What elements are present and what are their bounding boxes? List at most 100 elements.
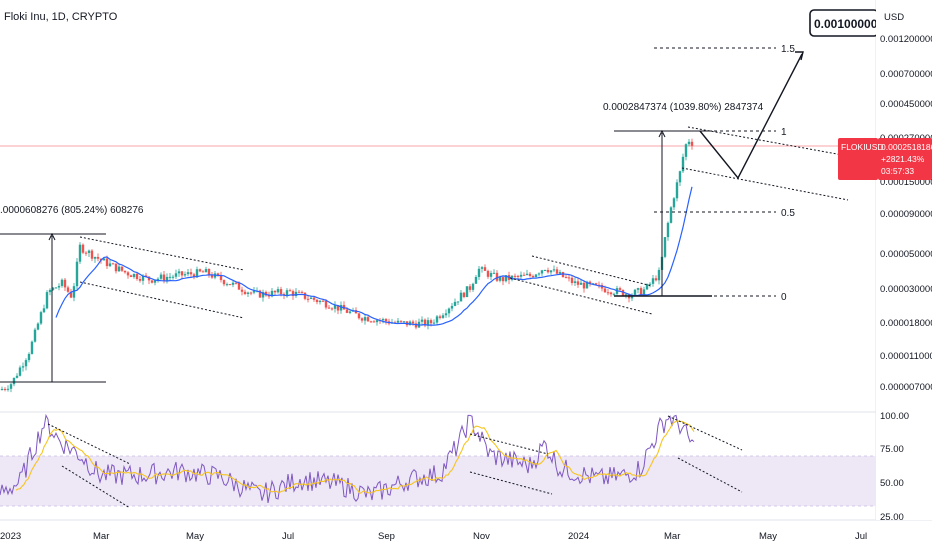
price-axis-panel[interactable] — [876, 0, 932, 520]
candle-body — [645, 284, 649, 290]
candle-body — [219, 275, 223, 281]
candle-body — [624, 294, 628, 296]
time-tick: Jul — [282, 531, 294, 542]
candle-body — [42, 308, 46, 313]
candle-body — [198, 269, 202, 272]
candle-body — [636, 288, 640, 290]
candle-body — [642, 289, 646, 295]
rsi-channel-1-lower[interactable] — [61, 465, 131, 509]
candle-body — [537, 273, 541, 275]
time-tick: May — [759, 531, 777, 542]
candle-body — [27, 353, 31, 361]
candle-body — [585, 281, 589, 289]
candle-body — [309, 297, 313, 299]
candle-body — [498, 277, 502, 281]
channel-lines[interactable] — [47, 126, 849, 509]
rsi-channel-3-upper[interactable] — [667, 415, 743, 451]
candle-body — [306, 298, 310, 300]
candle-body — [501, 277, 505, 282]
candle-body — [432, 322, 436, 324]
candle-body — [690, 141, 694, 146]
candle-body — [672, 198, 676, 208]
candle-body — [543, 269, 547, 271]
candle-body — [447, 308, 451, 314]
candle-body — [111, 263, 115, 265]
time-tick: May — [186, 531, 204, 542]
candle-body — [201, 271, 205, 273]
candle-body — [465, 286, 469, 298]
candle-body — [297, 291, 301, 293]
price-badge — [838, 138, 878, 180]
time-tick: 2024 — [568, 531, 589, 542]
target-callout-text: 0.0010000000 — [814, 17, 891, 31]
candle-body — [648, 283, 652, 285]
candle-body — [39, 312, 43, 324]
projection-path[interactable] — [699, 53, 803, 180]
candle-body — [84, 252, 88, 254]
rsi-tick: 25.00 — [880, 512, 904, 523]
time-tick: Sep — [378, 531, 395, 542]
candle-body — [318, 300, 322, 303]
candle-body — [399, 320, 403, 322]
rsi-channel-3-lower[interactable] — [677, 457, 743, 493]
time-axis-ticks[interactable]: 2023 Mar May Jul Sep Nov 2024 Mar May Ju… — [0, 531, 867, 542]
channel-2-upper[interactable] — [531, 255, 653, 287]
candle-body — [420, 319, 424, 322]
measure-1[interactable] — [0, 232, 106, 383]
candle-body — [531, 276, 535, 278]
candle-body — [72, 286, 76, 298]
candle-body — [153, 280, 157, 283]
channel-3-lower[interactable] — [681, 167, 849, 201]
candle-body — [60, 279, 64, 286]
candle-body — [552, 269, 556, 271]
rsi-band — [0, 456, 876, 506]
candle-body — [486, 270, 490, 277]
candle-body — [249, 292, 253, 294]
candle-body — [165, 276, 169, 281]
candle-body — [372, 321, 376, 323]
candle-body — [621, 289, 625, 296]
candle-body — [684, 144, 688, 157]
candle-body — [411, 321, 415, 324]
channel-3-upper[interactable] — [687, 126, 849, 157]
candle-body — [117, 266, 121, 272]
candle-body — [168, 276, 172, 278]
candle-body — [45, 292, 49, 309]
candle-body — [132, 273, 136, 278]
candle-body — [57, 285, 61, 288]
channel-2-lower[interactable] — [509, 277, 653, 315]
candle-body — [396, 320, 400, 323]
price-tick: 0.0000180000 — [880, 318, 932, 329]
candle-body — [264, 291, 268, 296]
rsi-channel-2-upper[interactable] — [469, 433, 549, 455]
candle-body — [147, 276, 151, 281]
candle-body — [93, 256, 97, 259]
price-tick: 0.0000500000 — [880, 249, 932, 260]
candle-body — [414, 323, 418, 328]
candle-body — [30, 341, 34, 354]
price-tick: 0.0012000000 — [880, 34, 932, 45]
candle-body — [594, 283, 598, 285]
candle-body — [525, 273, 529, 275]
candle-body — [12, 377, 16, 385]
candle-body — [582, 282, 586, 289]
candle-body — [633, 289, 637, 295]
candle-body — [333, 305, 337, 309]
candle-body — [468, 286, 472, 290]
rsi-ma-line — [15, 420, 695, 495]
candle-body — [516, 275, 520, 277]
candle-body — [21, 366, 25, 368]
candle-body — [207, 268, 211, 275]
candle-body — [327, 307, 331, 309]
candle-body — [579, 282, 583, 285]
time-tick: Nov — [473, 531, 490, 542]
candle-body — [120, 266, 124, 271]
rsi-channel-1-upper[interactable] — [47, 423, 131, 465]
candle-body — [183, 274, 187, 276]
candle-body — [156, 278, 160, 281]
price-badge-change: +2821.43% — [881, 154, 925, 164]
fib-levels[interactable] — [654, 47, 776, 297]
candle-body — [195, 269, 199, 278]
price-badge-value-box — [878, 138, 932, 180]
candle-body — [513, 275, 517, 277]
